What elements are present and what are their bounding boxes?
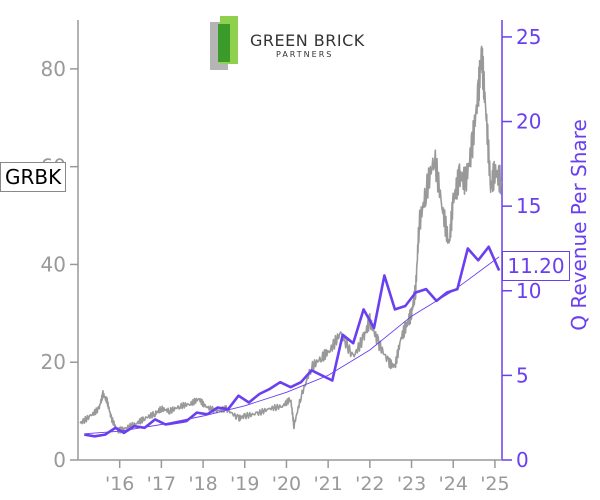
x-tick-label: '24 <box>439 473 468 495</box>
y-left-tick-label: 80 <box>41 57 66 81</box>
y-right-tick-label: 10 <box>516 279 541 303</box>
last-value-label: 11.20 <box>502 251 570 281</box>
revenue-per-share-line <box>84 245 501 438</box>
ticker-label: GRBK <box>0 162 66 192</box>
y-right-tick-label: 20 <box>516 110 541 134</box>
x-tick-label: '25 <box>480 473 509 495</box>
y-right-tick-label: 15 <box>516 194 541 218</box>
price-line <box>79 45 502 434</box>
x-tick-label: '20 <box>272 473 301 495</box>
y-right-tick-label: 0 <box>516 448 529 472</box>
x-tick-label: '21 <box>313 473 342 495</box>
x-tick-label: '19 <box>230 473 259 495</box>
logo-bar-green-dark <box>218 24 230 62</box>
plot-area <box>79 45 502 438</box>
y-left-tick-label: 20 <box>41 350 66 374</box>
x-tick-label: '23 <box>397 473 426 495</box>
y-right-tick-label: 5 <box>516 363 529 387</box>
y-right-tick-label: 25 <box>516 25 541 49</box>
company-logo: GREEN BRICK PARTNERS <box>210 16 365 70</box>
logo-line2: PARTNERS <box>276 50 333 59</box>
x-tick-label: '18 <box>188 473 217 495</box>
x-tick-label: '17 <box>147 473 176 495</box>
y-left-tick-label: 0 <box>53 448 66 472</box>
y2-axis-title: Q Revenue Per Share <box>567 119 591 331</box>
x-tick-label: '16 <box>105 473 134 495</box>
y-left-tick-label: 40 <box>41 252 66 276</box>
logo-line1: GREEN BRICK <box>250 31 365 50</box>
x-tick-label: '22 <box>355 473 384 495</box>
